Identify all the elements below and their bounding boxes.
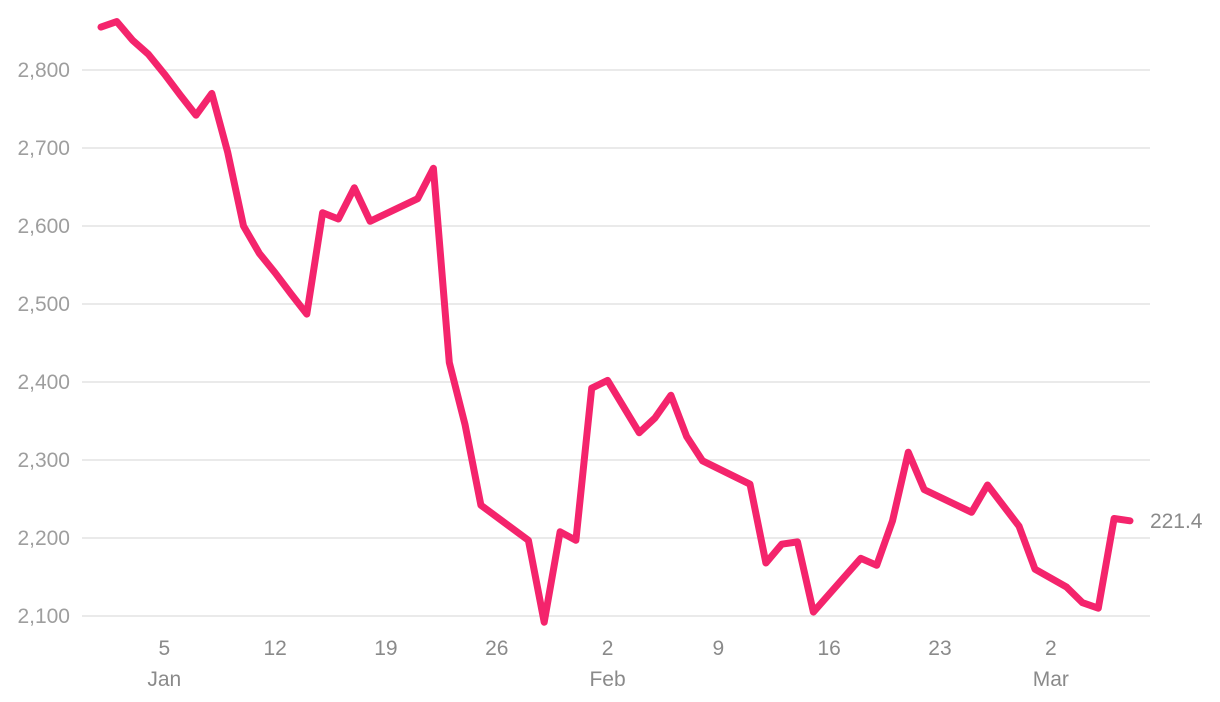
y-tick-label: 2,600	[17, 215, 70, 238]
x-tick-label: 16	[818, 637, 841, 660]
x-tick-label: 2	[602, 637, 614, 660]
y-tick-label: 2,100	[17, 605, 70, 628]
y-tick-label: 2,700	[17, 137, 70, 160]
y-tick-label: 2,500	[17, 293, 70, 316]
x-tick-label: 12	[263, 637, 286, 660]
y-tick-label: 2,200	[17, 527, 70, 550]
x-month-label: Feb	[589, 668, 625, 691]
x-tick-label: 2	[1045, 637, 1057, 660]
x-tick-label: 9	[713, 637, 725, 660]
y-tick-label: 2,800	[17, 59, 70, 82]
x-tick-label: 19	[374, 637, 397, 660]
gridlines	[82, 69, 1150, 617]
series-line	[97, 18, 1134, 626]
y-axis-ticks: 2,100 2,200 2,300 2,400 2,500 2,600 2,700 2,800	[17, 59, 70, 628]
x-tick-label: 26	[485, 637, 508, 660]
x-month-label: Jan	[147, 668, 181, 691]
y-tick-label: 2,400	[17, 371, 70, 394]
y-tick-label: 2,300	[17, 449, 70, 472]
x-tick-label: 5	[158, 637, 170, 660]
x-axis-ticks: 5 Jan 12 19 26 2 Feb 9 16 23 2 Mar	[147, 637, 1068, 691]
x-tick-label: 23	[928, 637, 951, 660]
x-month-label: Mar	[1033, 668, 1069, 691]
last-value-label: 221.4	[1150, 510, 1203, 533]
series-layer	[97, 18, 1134, 626]
